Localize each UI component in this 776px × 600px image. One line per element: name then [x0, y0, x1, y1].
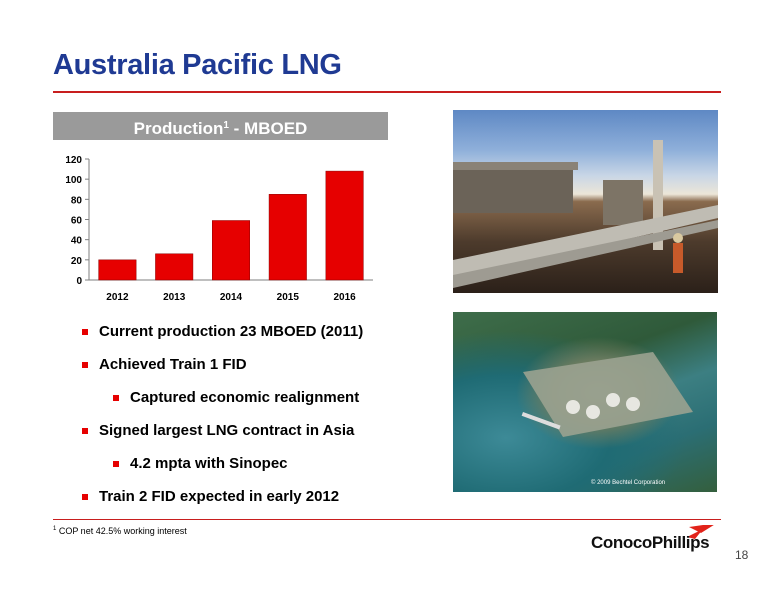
chart-header-footnote-marker: 1	[223, 120, 229, 131]
footer-divider	[53, 519, 721, 520]
footnote-text: COP net 42.5% working interest	[56, 526, 187, 536]
photo-building	[453, 168, 573, 213]
aerial-tank	[606, 393, 620, 407]
x-tick-label: 2016	[333, 292, 356, 303]
bullet-list: Current production 23 MBOED (2011) Achie…	[82, 322, 442, 507]
bullet-text: Achieved Train 1 FID	[99, 356, 247, 373]
lng-facility-scene	[453, 140, 718, 288]
bar	[325, 170, 364, 281]
bullet-text: Train 2 FID expected in early 2012	[99, 488, 340, 505]
bullet-text: Current production 23 MBOED (2011)	[99, 323, 364, 340]
lng-plant-aerial-rendering: © 2009 Bechtel Corporation	[453, 312, 717, 492]
photo-copyright: © 2009 Bechtel Corporation	[591, 479, 665, 486]
y-tick-label: 0	[76, 276, 82, 287]
bar	[155, 253, 194, 281]
photo-tower	[653, 140, 663, 250]
chart-header-suffix: - MBOED	[228, 119, 308, 138]
footnote-marker: 1	[53, 526, 57, 532]
bullet-marker	[82, 329, 88, 335]
bullet-text: Signed largest LNG contract in Asia	[99, 422, 355, 439]
bullet-marker	[113, 461, 119, 467]
photo-pipe-2	[453, 220, 718, 288]
bullet-item: Achieved Train 1 FID	[82, 355, 442, 375]
bullet-marker	[82, 362, 88, 368]
y-tick-label: 120	[65, 155, 82, 166]
logo-text: ConocoPhillips	[591, 533, 710, 552]
photo-equipment	[603, 180, 643, 225]
y-tick-label: 100	[65, 175, 82, 186]
x-tick-label: 2012	[106, 292, 129, 303]
sub-bullet-item: 4.2 mpta with Sinopec	[82, 454, 442, 474]
bullet-item: Signed largest LNG contract in Asia	[82, 421, 442, 441]
aerial-jetty	[521, 411, 561, 430]
bar	[268, 194, 307, 281]
x-tick-label: 2014	[220, 292, 243, 303]
chart-header-text: Production	[133, 119, 224, 138]
title-divider	[53, 91, 721, 93]
bullet-marker	[82, 428, 88, 434]
photo-roof	[453, 162, 578, 170]
photo-worker-body	[673, 243, 683, 273]
y-tick-label: 20	[71, 256, 83, 267]
bullet-marker	[82, 494, 88, 500]
bullet-text: 4.2 mpta with Sinopec	[130, 455, 288, 472]
logo-swoosh-icon	[687, 525, 714, 539]
aerial-tank	[566, 400, 580, 414]
bullet-marker	[113, 395, 119, 401]
conocophillips-logo: ConocoPhillips	[591, 525, 721, 555]
x-tick-label: 2013	[163, 292, 186, 303]
aerial-plant-site	[523, 352, 693, 437]
aerial-tank	[626, 397, 640, 411]
bullet-text: Captured economic realignment	[130, 389, 360, 406]
y-tick-label: 40	[71, 236, 83, 247]
chart-header: Production1 - MBOED	[53, 112, 388, 140]
bullet-item: Current production 23 MBOED (2011)	[82, 322, 442, 342]
y-tick-label: 80	[71, 195, 83, 206]
aerial-tank	[586, 405, 600, 419]
bar	[212, 220, 250, 281]
photo-worker-head	[673, 233, 683, 243]
page-number: 18	[735, 548, 749, 562]
x-tick-label: 2015	[277, 292, 300, 303]
bar	[98, 259, 137, 281]
sub-bullet-item: Captured economic realignment	[82, 388, 442, 408]
aerial-scene: © 2009 Bechtel Corporation	[521, 352, 693, 486]
footnote: 1 COP net 42.5% working interest	[53, 526, 187, 536]
production-bar-chart: 0 20 40 60 80 100 120 2012 2013 2014 2015 2016	[65, 155, 373, 303]
y-tick-label: 60	[71, 216, 83, 227]
slide-title: Australia Pacific LNG	[53, 49, 342, 81]
lng-facility-photo	[453, 110, 718, 293]
bullet-item: Train 2 FID expected in early 2012	[82, 487, 442, 507]
